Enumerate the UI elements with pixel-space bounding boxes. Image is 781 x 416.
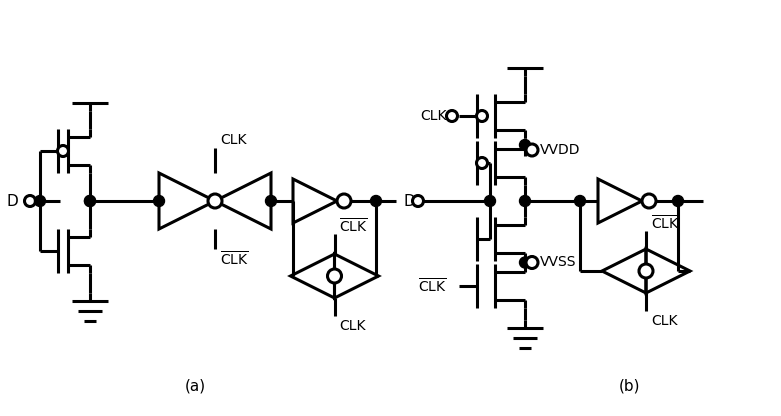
Text: VVDD: VVDD [540, 143, 580, 157]
Text: $\overline{\mathrm{CLK}}$: $\overline{\mathrm{CLK}}$ [419, 277, 447, 295]
Circle shape [370, 196, 381, 206]
Circle shape [266, 196, 276, 206]
Circle shape [154, 196, 165, 206]
Circle shape [34, 196, 45, 206]
Circle shape [526, 257, 538, 268]
Circle shape [526, 144, 538, 156]
Text: $\overline{\mathrm{CLK}}$: $\overline{\mathrm{CLK}}$ [220, 250, 249, 268]
Text: (a): (a) [184, 379, 205, 394]
Circle shape [642, 194, 656, 208]
Circle shape [84, 196, 95, 206]
Circle shape [58, 146, 69, 156]
Circle shape [639, 264, 653, 278]
Text: (b): (b) [619, 379, 640, 394]
Text: CLK: CLK [220, 133, 247, 147]
Text: CLK: CLK [420, 109, 447, 123]
Text: D: D [403, 193, 415, 208]
Circle shape [412, 196, 423, 206]
Circle shape [672, 196, 683, 206]
Circle shape [84, 196, 95, 206]
Circle shape [519, 257, 530, 268]
Text: CLK: CLK [340, 319, 366, 333]
Circle shape [208, 194, 222, 208]
Circle shape [575, 196, 586, 206]
Circle shape [327, 269, 341, 283]
Text: CLK: CLK [651, 314, 677, 328]
Circle shape [337, 194, 351, 208]
Circle shape [519, 196, 530, 206]
Circle shape [476, 111, 487, 121]
Circle shape [24, 196, 35, 206]
Circle shape [447, 111, 458, 121]
Circle shape [476, 158, 487, 168]
Text: $\overline{\mathrm{CLK}}$: $\overline{\mathrm{CLK}}$ [651, 214, 679, 232]
Circle shape [519, 139, 530, 151]
Circle shape [484, 196, 495, 206]
Text: D: D [6, 193, 18, 208]
Text: $\overline{\mathrm{CLK}}$: $\overline{\mathrm{CLK}}$ [340, 217, 369, 235]
Text: VVSS: VVSS [540, 255, 576, 270]
